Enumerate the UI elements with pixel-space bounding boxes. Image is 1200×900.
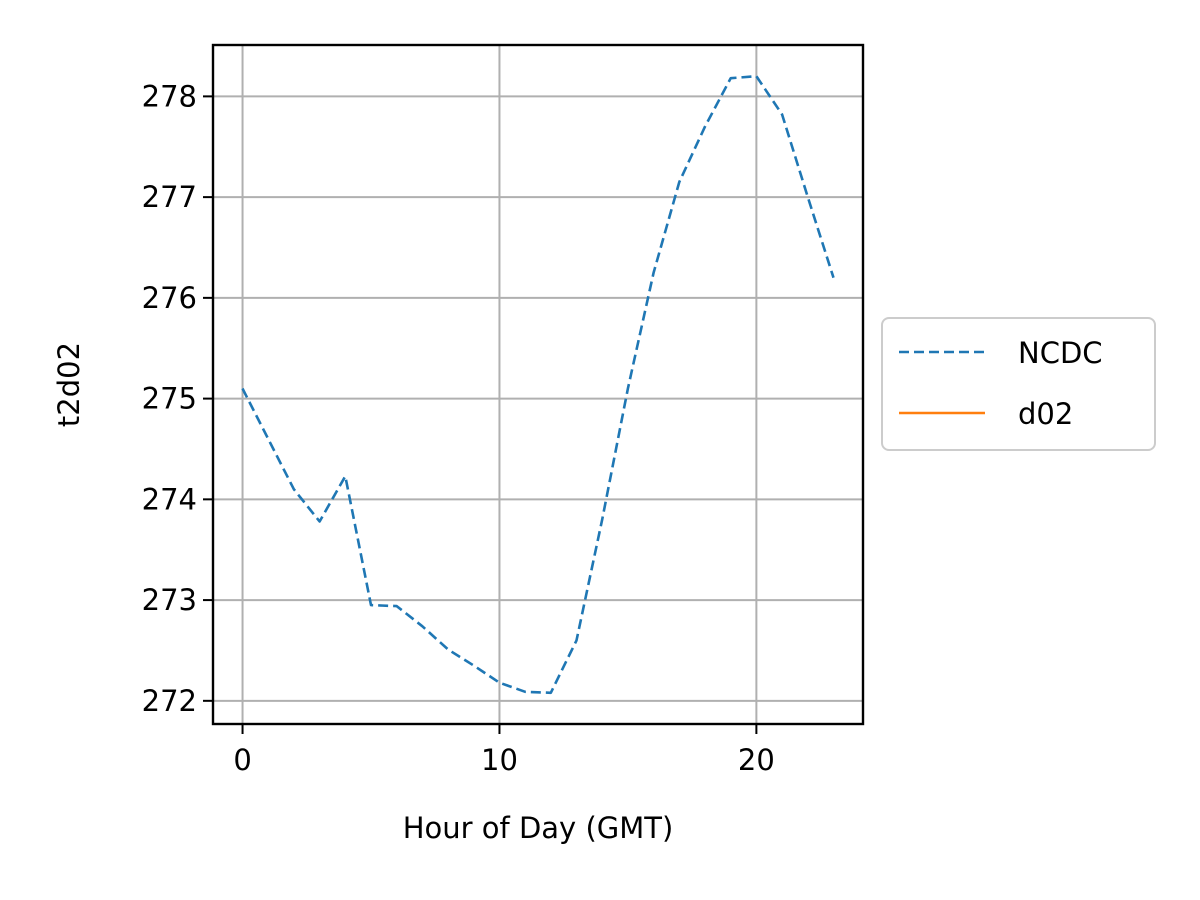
plot-frame: [211, 43, 865, 726]
x-axis-label: Hour of Day (GMT): [403, 811, 674, 845]
x-tick-label: 10: [481, 743, 518, 777]
x-tick-label: 0: [233, 743, 251, 777]
y-axis-label: t2d02: [52, 342, 86, 427]
y-tick-label: 278: [142, 79, 197, 113]
axis-ticks: 0 10 20 272 273 274 275 276 277 278: [142, 79, 775, 777]
y-tick-label: 276: [142, 281, 197, 315]
y-tick-label: 275: [142, 382, 197, 416]
series-lines: [241, 74, 835, 695]
series-line-ncdc: [241, 74, 835, 695]
legend-label-d02: d02: [1018, 397, 1073, 431]
x-tick-label: 20: [738, 743, 775, 777]
y-tick-label: 274: [142, 482, 197, 516]
y-tick-label: 273: [142, 583, 197, 617]
y-tick-label: 272: [142, 684, 197, 718]
legend-label-ncdc: NCDC: [1018, 336, 1103, 370]
y-tick-label: 277: [142, 180, 197, 214]
grid-lines: [213, 45, 863, 724]
legend: NCDC d02: [881, 317, 1156, 451]
